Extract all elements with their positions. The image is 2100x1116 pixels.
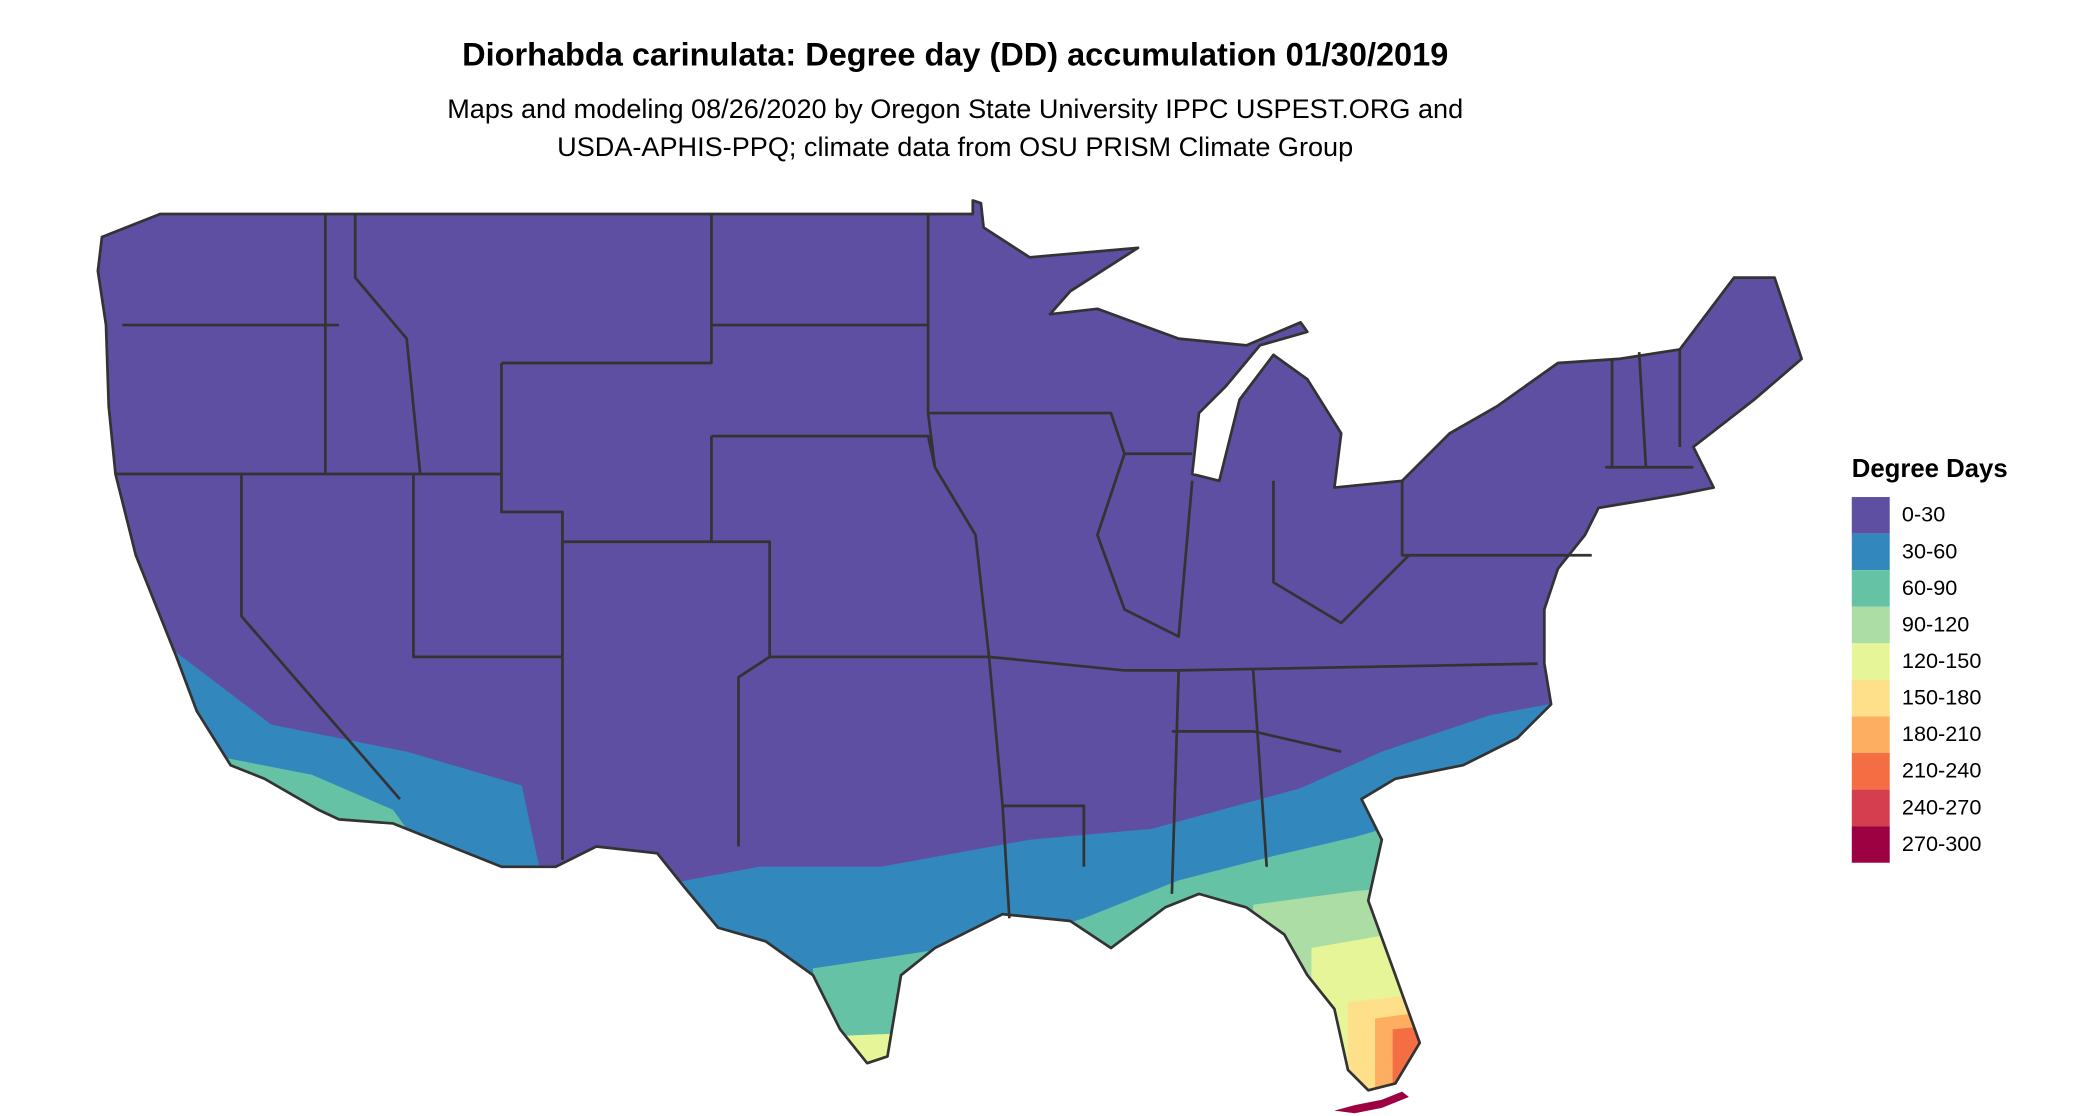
legend-label: 120-150 xyxy=(1902,648,1981,673)
legend: 0-30 30-60 60-90 90-120 120-150 150-180 180-21… xyxy=(1851,497,1981,863)
country-outline xyxy=(96,199,1804,1092)
legend-swatch xyxy=(1851,533,1890,571)
state-borders xyxy=(115,213,1694,919)
map-subtitle: USDA-APHIS-PPQ; climate data from OSU PR… xyxy=(557,131,1353,162)
map-title: Diorhabda carinulata: Degree day (DD) ac… xyxy=(462,36,1448,72)
legend-label: 270-300 xyxy=(1902,831,1981,856)
legend-swatch xyxy=(1851,716,1890,754)
legend-label: 60-90 xyxy=(1902,575,1957,600)
legend-label: 150-180 xyxy=(1902,685,1981,710)
legend-swatch xyxy=(1851,497,1890,534)
legend-title: Degree Days xyxy=(1852,455,2008,483)
map-subtitle: Maps and modeling 08/26/2020 by Oregon S… xyxy=(447,93,1463,124)
legend-label: 210-240 xyxy=(1902,758,1981,783)
zone-region xyxy=(1334,1091,1409,1114)
legend-label: 240-270 xyxy=(1902,794,1981,819)
legend-swatch xyxy=(1851,606,1890,644)
legend-label: 0-30 xyxy=(1902,502,1945,527)
legend-swatch xyxy=(1851,753,1890,790)
legend-label: 180-210 xyxy=(1902,721,1981,746)
zone-region xyxy=(833,1032,935,1091)
zone-region xyxy=(1392,1026,1436,1091)
legend-label: 30-60 xyxy=(1902,538,1957,563)
legend-swatch xyxy=(1851,643,1890,680)
legend-swatch xyxy=(1851,826,1890,863)
legend-swatch xyxy=(1851,570,1890,607)
legend-swatch xyxy=(1851,789,1890,827)
legend-label: 90-120 xyxy=(1902,611,1969,636)
legend-swatch xyxy=(1851,679,1890,717)
